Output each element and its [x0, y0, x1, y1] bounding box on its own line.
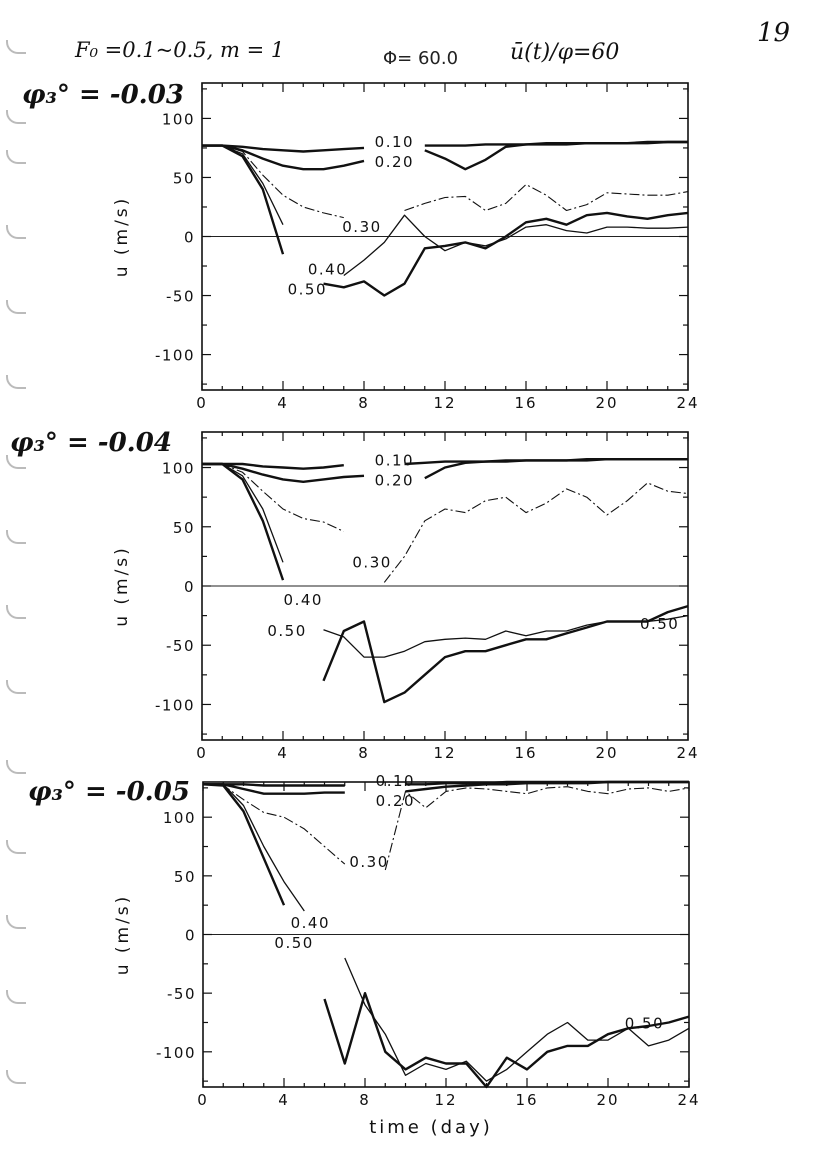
series-label: 0.40	[308, 261, 347, 279]
x-tick-label: 20	[595, 394, 618, 412]
panel-1: 0 4 8 12 16 20 24 100 50 0 -50 -100 u (m/s) 0.10 0.20 0…	[112, 82, 699, 412]
series-label: 0.50	[267, 622, 306, 640]
x-tick-label: 8	[358, 744, 370, 762]
x-tick-label: 20	[595, 744, 618, 762]
x-tick-label: 12	[434, 1091, 457, 1109]
y-tick-label: 100	[162, 110, 195, 128]
series-line-0-20	[203, 780, 689, 795]
x-tick-label: 24	[676, 394, 699, 412]
series-label: 0.20	[376, 792, 415, 810]
series-label: 0.50	[274, 934, 313, 952]
series-label: 0.30	[352, 553, 391, 571]
series-label: 0.30	[349, 853, 388, 871]
series-label: 0.40	[291, 914, 330, 932]
x-tick-label: 16	[514, 744, 537, 762]
y-tick-label: 100	[163, 809, 196, 827]
series-line-0-50	[202, 783, 690, 1089]
x-tick-label: 4	[277, 744, 289, 762]
y-tick-label: -100	[155, 347, 195, 365]
quantity-annotation: ū(t)/φ=60	[510, 40, 620, 65]
page-number: 19	[757, 18, 791, 48]
x-tick-label: 12	[433, 394, 456, 412]
series-label: 0.40	[284, 591, 323, 609]
y-tick-label: -50	[166, 288, 195, 306]
x-tick-label: 0	[197, 1091, 209, 1109]
panel-title-1: φ₃° = -0.03	[22, 80, 184, 110]
y-tick-label: -50	[166, 637, 195, 655]
x-tick-label: 24	[676, 744, 699, 762]
series-label: 0.20	[375, 471, 414, 489]
x-tick-label: 8	[359, 1091, 371, 1109]
x-tick-label: 24	[677, 1091, 700, 1109]
y-tick-label: 0	[184, 229, 195, 247]
series-label: 0.10	[376, 772, 415, 790]
y-tick-label: 100	[162, 460, 195, 478]
x-axis-label: time (day)	[369, 1117, 493, 1138]
x-tick-label: 16	[514, 394, 537, 412]
y-axis-label: u (m/s)	[112, 196, 132, 278]
params-annotation: F₀ =0.1~0.5, m = 1	[75, 38, 285, 62]
x-tick-label: 20	[596, 1091, 619, 1109]
y-tick-label: 0	[184, 578, 195, 596]
panel-title-2: φ₃° = -0.04	[10, 428, 172, 458]
y-tick-label: 50	[174, 868, 196, 886]
y-tick-label: 50	[173, 169, 195, 187]
series-line-0-50	[202, 144, 689, 297]
series-line-0-50	[202, 462, 689, 704]
series-label: 0.10	[375, 133, 414, 151]
series-label: 0.50	[288, 281, 327, 299]
y-tick-label: -50	[167, 985, 196, 1003]
series-label: 0.30	[342, 218, 381, 236]
series-line-0-40	[203, 783, 690, 1082]
series-label: 0.10	[375, 451, 414, 469]
x-tick-label: 4	[278, 1091, 290, 1109]
x-tick-label: 16	[515, 1091, 538, 1109]
y-tick-label: 50	[173, 519, 195, 537]
y-tick-label: -100	[156, 1044, 196, 1062]
series-line-0-30	[202, 783, 690, 871]
x-tick-label: 8	[358, 394, 370, 412]
panel-3: 0 4 8 12 16 20 24 100 50 0 -50 -100 u (m/s) time (day…	[113, 772, 700, 1138]
x-tick-label: 0	[196, 744, 208, 762]
phi-label: Φ= 60.0	[383, 48, 459, 69]
y-axis-label: u (m/s)	[113, 894, 133, 976]
x-tick-label: 4	[277, 394, 289, 412]
y-axis-label: u (m/s)	[112, 545, 132, 627]
panel-2: 0 4 8 12 16 20 24 100 50 0 -50 -100 u (m/s) 0.10 0.20 0…	[112, 431, 699, 762]
series-line-0-40	[202, 144, 689, 277]
series-label: 0.20	[375, 153, 414, 171]
x-tick-label: 0	[196, 394, 208, 412]
y-tick-label: -100	[155, 696, 195, 714]
panel-title-3: φ₃° = -0.05	[28, 777, 190, 807]
series-line-0-20	[202, 458, 688, 483]
series-line-0-30	[202, 463, 689, 583]
series-label: 0.50	[625, 1015, 664, 1033]
series-label: 0.50	[640, 615, 679, 633]
x-tick-label: 12	[433, 744, 456, 762]
y-tick-label: 0	[185, 927, 196, 945]
